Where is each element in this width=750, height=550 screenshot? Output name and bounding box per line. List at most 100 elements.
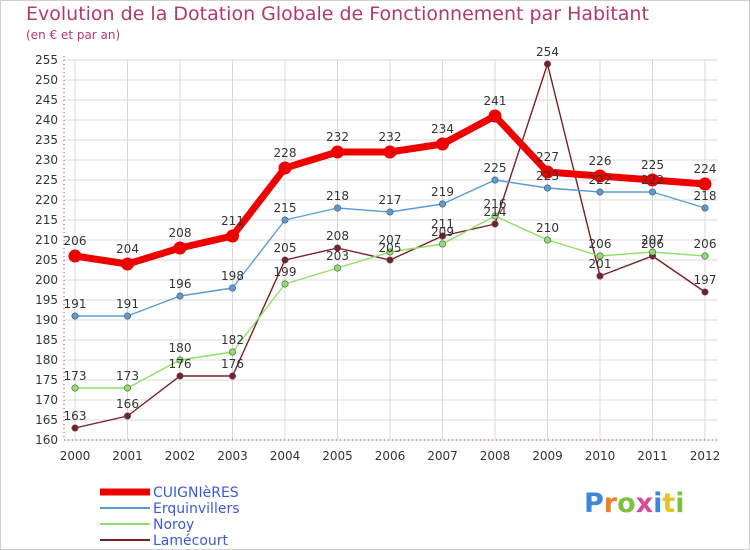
axis-layer: 160 165 170 175 180 185 190 195 200 205 210 215 220 2… [35,53,720,463]
data-label: 191 [64,297,87,311]
data-point [386,248,394,256]
data-label: 226 [589,154,612,168]
data-point [383,145,397,159]
x-tick-label: 2012 [690,449,721,463]
data-point [596,272,604,280]
logo-letter: i [653,488,663,519]
y-tick-label: 165 [35,413,58,427]
data-point [176,356,184,364]
data-label: 206 [641,237,664,251]
data-label: 173 [116,369,139,383]
y-tick-label: 185 [35,333,58,347]
y-tick-label: 175 [35,373,58,387]
data-label: 205 [274,241,297,255]
x-tick-label: 2000 [60,449,91,463]
data-label: 176 [221,357,244,371]
x-tick-label: 2005 [322,449,353,463]
data-point [226,229,239,243]
chart-subtitle: (en € et par an) [26,28,121,42]
data-label: 254 [536,45,559,59]
y-tick-label: 200 [35,273,58,287]
x-tick-label: 2002 [165,449,196,463]
data-label: 197 [694,273,717,287]
data-point [229,372,237,380]
x-tick-label: 2006 [375,449,406,463]
data-point [281,216,289,224]
data-label: 203 [326,249,349,263]
data-label: 196 [169,277,192,291]
data-point [68,249,82,263]
data-label: 218 [326,189,349,203]
data-point [71,424,79,432]
logo-letter: r [603,488,618,519]
y-tick-label: 205 [35,253,58,267]
data-label: 206 [694,237,717,251]
data-label: 198 [221,269,244,283]
data-label: 180 [169,341,192,355]
data-label: 222 [589,173,612,187]
x-tick-label: 2010 [585,449,616,463]
data-point [71,312,79,320]
y-tick-label: 195 [35,293,58,307]
data-label: 232 [379,130,402,144]
data-label: 228 [274,146,297,160]
chart-title: Evolution de la Dotation Globale de Fonc… [26,3,649,25]
x-tick-label: 2004 [270,449,301,463]
data-point [124,312,132,320]
data-point [491,220,499,228]
data-point [701,288,709,296]
x-tick-label: 2009 [532,449,563,463]
data-point [438,240,446,248]
data-point [331,145,344,159]
data-point [124,384,132,392]
legend-label: Erquinvillers [153,501,240,517]
data-label: 211 [431,217,454,231]
x-tick-label: 2011 [637,449,668,463]
data-label: 206 [589,237,612,251]
data-label: 206 [64,234,87,248]
data-label: 215 [274,201,297,215]
data-label: 241 [484,94,507,108]
series-layer [68,60,712,432]
data-point [701,252,709,260]
data-label: 166 [116,397,139,411]
legend-label: CUIGNIèRES [153,485,239,501]
data-label: 207 [379,233,402,247]
data-label: 214 [484,205,507,219]
data-point [229,284,237,292]
data-point [701,204,709,212]
data-label-layer: 163 166 176 176 205 208 205 211 214 254 201 206 197 1… [64,45,717,423]
grid-layer [64,59,718,441]
data-label: 176 [169,357,192,371]
data-point [488,109,502,123]
data-point [646,173,659,187]
data-point [543,184,551,192]
data-label: 234 [431,122,454,136]
data-point [333,244,341,252]
data-point [386,256,394,264]
data-point [698,177,712,191]
data-label: 199 [274,265,297,279]
data-label: 222 [641,173,664,187]
y-tick-label: 245 [35,93,58,107]
y-tick-label: 210 [35,233,58,247]
data-label: 201 [589,257,612,271]
data-point [648,188,656,196]
data-point [173,241,187,255]
data-point [543,60,551,68]
data-label: 225 [641,158,664,172]
data-point [593,169,607,183]
data-point [333,204,341,212]
data-point [278,161,292,175]
x-tick-label: 2001 [112,449,143,463]
data-point [121,257,134,271]
data-label: 217 [379,193,402,207]
data-point [71,384,79,392]
data-point [596,252,604,260]
data-point [438,232,446,240]
data-label: 204 [116,242,139,256]
logo-letter: i [675,488,685,519]
data-point [176,292,184,300]
